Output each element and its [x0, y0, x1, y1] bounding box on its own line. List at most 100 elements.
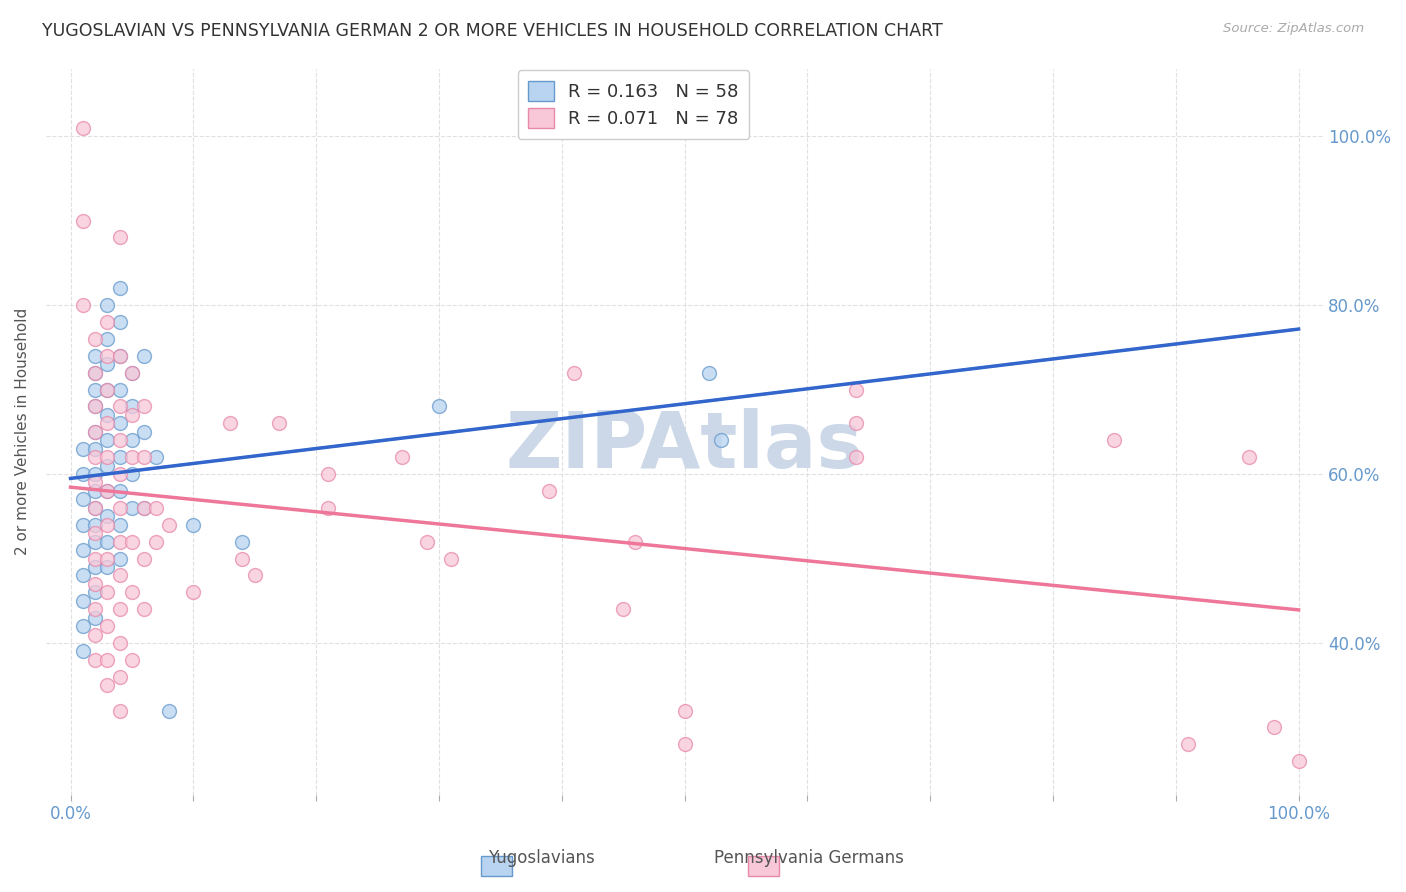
Point: [84, 653, 107, 667]
Point: [96, 383, 118, 397]
Point: [96, 357, 118, 371]
Point: [84, 577, 107, 591]
Point: [243, 568, 266, 582]
Point: [84, 425, 107, 439]
Point: [673, 738, 696, 752]
Point: [72, 644, 94, 658]
Point: [134, 500, 156, 515]
Point: [1263, 721, 1285, 735]
Text: Source: ZipAtlas.com: Source: ZipAtlas.com: [1223, 22, 1364, 36]
Point: [96, 349, 118, 363]
Point: [96, 653, 118, 667]
Point: [84, 483, 107, 498]
Point: [121, 585, 143, 599]
Point: [845, 417, 868, 431]
Point: [84, 560, 107, 574]
Point: [108, 230, 131, 244]
Point: [84, 610, 107, 624]
Point: [84, 400, 107, 414]
Point: [108, 450, 131, 464]
Point: [121, 467, 143, 481]
Point: [96, 434, 118, 448]
Text: Yugoslavians: Yugoslavians: [488, 849, 595, 867]
Point: [121, 366, 143, 380]
Point: [1177, 738, 1199, 752]
Point: [72, 213, 94, 227]
Point: [427, 400, 450, 414]
Point: [108, 349, 131, 363]
Point: [145, 500, 167, 515]
Point: [84, 517, 107, 532]
Point: [96, 551, 118, 566]
Point: [84, 425, 107, 439]
Point: [96, 458, 118, 473]
Point: [231, 551, 253, 566]
Text: Pennsylvania Germans: Pennsylvania Germans: [713, 849, 904, 867]
Point: [84, 383, 107, 397]
Point: [121, 500, 143, 515]
Point: [134, 400, 156, 414]
Point: [84, 467, 107, 481]
Text: YUGOSLAVIAN VS PENNSYLVANIA GERMAN 2 OR MORE VEHICLES IN HOUSEHOLD CORRELATION C: YUGOSLAVIAN VS PENNSYLVANIA GERMAN 2 OR …: [42, 22, 943, 40]
Point: [96, 585, 118, 599]
Point: [108, 568, 131, 582]
Point: [108, 483, 131, 498]
Point: [72, 492, 94, 507]
Point: [96, 408, 118, 422]
Point: [134, 425, 156, 439]
Point: [84, 366, 107, 380]
Point: [269, 417, 291, 431]
Point: [134, 349, 156, 363]
Point: [84, 500, 107, 515]
Point: [96, 383, 118, 397]
Point: [121, 653, 143, 667]
Point: [157, 704, 180, 718]
Point: [96, 315, 118, 329]
Point: [121, 434, 143, 448]
Point: [72, 619, 94, 633]
Point: [84, 349, 107, 363]
Point: [134, 500, 156, 515]
Point: [72, 593, 94, 607]
Point: [84, 602, 107, 616]
Point: [72, 467, 94, 481]
Point: [84, 442, 107, 456]
Point: [108, 670, 131, 684]
Point: [845, 450, 868, 464]
Point: [84, 500, 107, 515]
Point: [72, 442, 94, 456]
Point: [96, 517, 118, 532]
Point: [697, 366, 720, 380]
Point: [415, 534, 437, 549]
Point: [96, 417, 118, 431]
Point: [108, 383, 131, 397]
Point: [612, 602, 634, 616]
Point: [96, 298, 118, 312]
Point: [96, 332, 118, 346]
Point: [108, 517, 131, 532]
Point: [108, 551, 131, 566]
Point: [219, 417, 242, 431]
Point: [121, 366, 143, 380]
Point: [231, 534, 253, 549]
Point: [96, 483, 118, 498]
Point: [84, 400, 107, 414]
Point: [72, 120, 94, 135]
Point: [96, 678, 118, 692]
Point: [84, 551, 107, 566]
Point: [108, 636, 131, 650]
Point: [183, 517, 205, 532]
Point: [673, 704, 696, 718]
Legend: R = 0.163   N = 58, R = 0.071   N = 78: R = 0.163 N = 58, R = 0.071 N = 78: [517, 70, 749, 139]
Point: [84, 450, 107, 464]
Point: [134, 551, 156, 566]
Point: [108, 602, 131, 616]
Point: [108, 534, 131, 549]
Point: [84, 332, 107, 346]
Point: [108, 704, 131, 718]
Point: [145, 534, 167, 549]
Point: [1104, 434, 1126, 448]
Point: [710, 434, 733, 448]
Point: [84, 366, 107, 380]
Point: [134, 450, 156, 464]
